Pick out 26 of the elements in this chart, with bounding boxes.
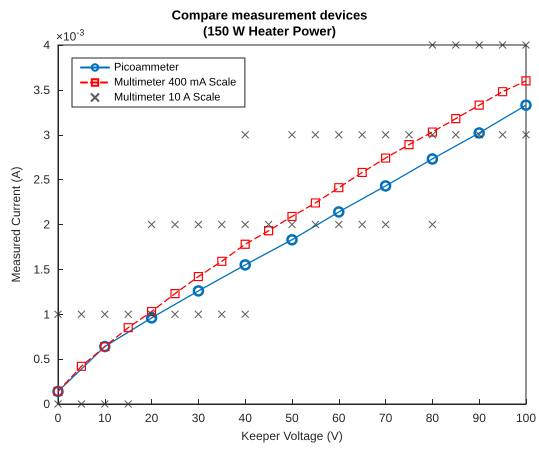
legend-label: Multimeter 400 mA Scale xyxy=(114,76,236,88)
x-tick-label: 70 xyxy=(378,411,393,425)
y-tick-label: 1 xyxy=(43,307,50,322)
x-tick-label: 30 xyxy=(192,411,206,425)
x-axis-title: Keeper Voltage (V) xyxy=(241,429,343,443)
y-tick-label: 2 xyxy=(43,218,50,232)
x-tick-label: 40 xyxy=(238,411,252,425)
y-axis-title: Measured Current (A) xyxy=(9,166,23,283)
x-tick-label: 10 xyxy=(98,411,112,425)
x-tick-label: 60 xyxy=(332,411,346,425)
chart-title: Compare measurement devices (150 W Heater Power) xyxy=(172,8,368,38)
y-tick-label: 0 xyxy=(43,397,50,411)
x-tick-label: 0 xyxy=(54,411,62,425)
x-tick-label: 90 xyxy=(472,411,486,425)
x-tick-label: 100 xyxy=(516,411,536,425)
y-tick-label: 1.5 xyxy=(33,262,50,276)
y-tick-label: 2.5 xyxy=(33,172,50,187)
y-tick-label: 4 xyxy=(43,38,50,52)
x-tick-label: 50 xyxy=(285,411,299,425)
y-tick-label: 3.5 xyxy=(33,82,50,97)
y-tick-label: 3 xyxy=(43,128,50,142)
y-tick-label: 0.5 xyxy=(33,352,50,366)
x-tick-label: 20 xyxy=(144,411,159,425)
legend-label: Picoammeter xyxy=(114,62,180,74)
x-tick-label: 80 xyxy=(426,411,440,425)
legend-label: Multimeter 10 A Scale xyxy=(114,92,220,104)
